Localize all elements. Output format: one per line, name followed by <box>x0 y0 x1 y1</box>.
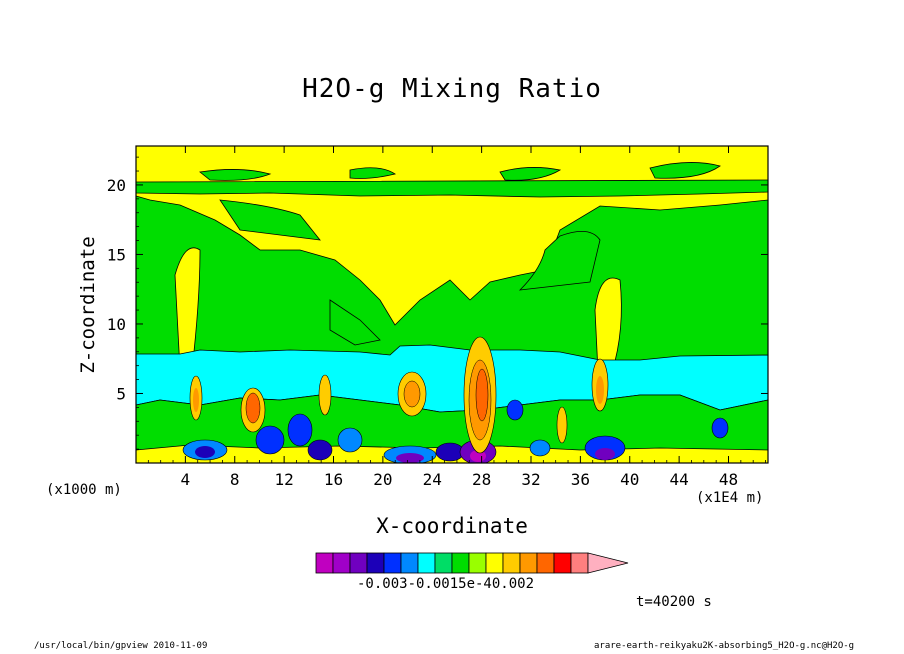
colorbar-swatch <box>400 552 419 574</box>
x-tick-label: 16 <box>324 470 343 489</box>
colorbar-swatch <box>349 552 368 574</box>
footer-right: arare-earth-reikyaku2K-absorbing5_H2O-g.… <box>594 641 855 651</box>
footer-left: /usr/local/bin/gpview 2010-11-09 <box>34 641 208 651</box>
x-tick-label: 12 <box>274 470 293 489</box>
colorbar-swatch <box>536 552 555 574</box>
colorbar-swatch <box>519 552 538 574</box>
colorbar-swatch <box>468 552 487 574</box>
y-tick-label: 5 <box>116 384 126 403</box>
colorbar-swatch <box>485 552 504 574</box>
y-tick-label: 10 <box>107 315 126 334</box>
x-tick-label: 44 <box>669 470 688 489</box>
x-tick-label: 40 <box>620 470 639 489</box>
y-axis: 5 10 15 20 <box>107 156 768 450</box>
colorbar-swatch <box>553 552 572 574</box>
x-tick-label: 28 <box>472 470 491 489</box>
x-tick-label: 24 <box>423 470 442 489</box>
colorbar-swatch <box>502 552 521 574</box>
x-tick-label: 20 <box>373 470 392 489</box>
colorbar-swatch <box>383 552 402 574</box>
colorbar-swatch <box>434 552 453 574</box>
colorbar-swatch <box>451 552 470 574</box>
chart-title: H2O-g Mixing Ratio <box>302 74 602 104</box>
colorbar-swatch <box>366 552 385 574</box>
contour-field <box>136 146 768 463</box>
y-tick-label: 20 <box>107 176 126 195</box>
x-tick-label: 8 <box>230 470 240 489</box>
x-scale-label: (x1000 m) <box>46 482 122 498</box>
x-axis-label: X-coordinate <box>376 514 528 538</box>
y-tick-label: 15 <box>107 245 126 264</box>
colorbar-swatch <box>417 552 436 574</box>
x-unit-label: (x1E4 m) <box>696 490 764 506</box>
plot-frame <box>135 145 769 464</box>
x-axis: 4 8 12 16 20 24 28 32 36 40 44 48 <box>147 146 766 489</box>
x-tick-label: 36 <box>571 470 590 489</box>
colorbar-extension-arrow <box>587 552 629 574</box>
colorbar-tick-labels: -0.003-0.0015e-40.002 <box>357 576 535 592</box>
x-tick-label: 4 <box>181 470 191 489</box>
colorbar <box>315 552 629 574</box>
colorbar-swatch <box>315 552 334 574</box>
x-tick-label: 48 <box>719 470 738 489</box>
colorbar-swatch <box>332 552 351 574</box>
colorbar-swatch <box>570 552 589 574</box>
time-label: t=40200 s <box>636 594 712 610</box>
x-tick-label: 32 <box>521 470 540 489</box>
